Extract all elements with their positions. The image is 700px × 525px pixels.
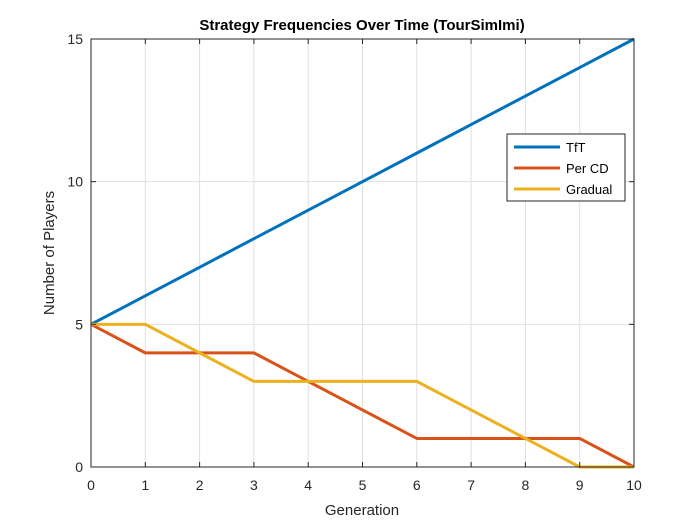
x-tick-label: 5	[359, 477, 367, 493]
series-line-gradual	[91, 322, 634, 469]
x-tick-label: 3	[250, 477, 258, 493]
x-tick-label: 1	[141, 477, 149, 493]
x-tick-label: 6	[413, 477, 421, 493]
y-axis-label: Number of Players	[41, 191, 58, 315]
axis-ticks: 0 1 2 3 4 5 6 7 8 9 10 0 5 10 15	[67, 31, 642, 493]
y-tick-label: 0	[75, 459, 83, 475]
y-tick-label: 10	[67, 174, 83, 190]
y-tick-label: 15	[67, 31, 83, 47]
x-tick-label: 2	[196, 477, 204, 493]
y-tick-label: 5	[75, 316, 83, 332]
x-tick-label: 7	[467, 477, 475, 493]
x-tick-label: 4	[304, 477, 312, 493]
x-tick-label: 9	[576, 477, 584, 493]
x-tick-label: 10	[626, 477, 642, 493]
legend-label-per-cd: Per CD	[566, 161, 609, 176]
legend-label-tft: TfT	[566, 140, 586, 155]
x-tick-label: 0	[87, 477, 95, 493]
x-tick-label: 8	[522, 477, 530, 493]
x-axis-label: Generation	[325, 502, 399, 519]
series-line-per-cd	[90, 323, 635, 469]
series-lines	[90, 37, 635, 469]
series-line-tft	[90, 37, 635, 326]
legend-label-gradual: Gradual	[566, 182, 612, 197]
chart-title: Strategy Frequencies Over Time (TourSimI…	[199, 17, 524, 34]
legend: TfT Per CD Gradual	[506, 133, 626, 202]
